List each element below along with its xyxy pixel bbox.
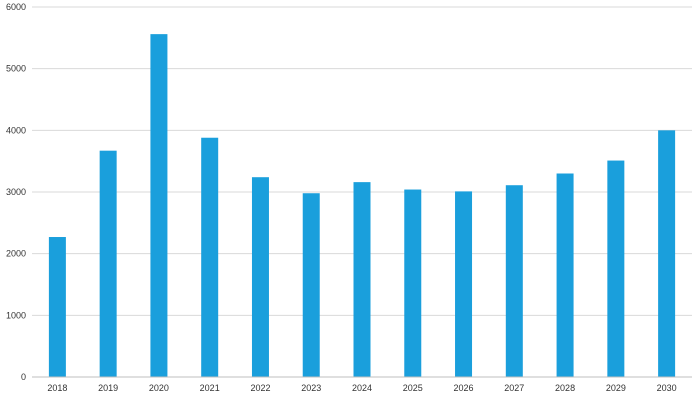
x-tick-label: 2018	[47, 383, 67, 393]
y-tick-label: 0	[21, 372, 26, 382]
y-tick-label: 6000	[6, 2, 26, 12]
bar-2028	[556, 173, 574, 377]
x-tick-label: 2022	[250, 383, 270, 393]
x-tick-label: 2026	[454, 383, 474, 393]
bar-2023	[302, 193, 320, 377]
y-axis-tick-labels: 0 1000 2000 3000 4000 5000 6000	[6, 2, 26, 382]
x-tick-label: 2019	[98, 383, 118, 393]
bar-2022	[251, 177, 269, 377]
x-tick-label: 2030	[657, 383, 677, 393]
x-tick-label: 2024	[352, 383, 372, 393]
y-tick-label: 1000	[6, 310, 26, 320]
bar-2020	[150, 34, 168, 378]
bar-2030	[658, 130, 676, 377]
x-tick-label: 2029	[606, 383, 626, 393]
bar-2026	[455, 191, 473, 377]
x-tick-label: 2028	[555, 383, 575, 393]
bar-2025	[404, 189, 422, 377]
bars	[48, 34, 676, 378]
y-tick-label: 2000	[6, 249, 26, 259]
x-tick-label: 2023	[301, 383, 321, 393]
x-tick-label: 2025	[403, 383, 423, 393]
bar-2024	[353, 182, 371, 377]
x-tick-label: 2021	[200, 383, 220, 393]
y-tick-label: 5000	[6, 64, 26, 74]
x-tick-label: 2027	[504, 383, 524, 393]
bar-2019	[99, 150, 117, 377]
x-axis-tick-labels: 2018 2019 2020 2021 2022 2023 2024 2025 2026 2027…	[47, 383, 676, 393]
bar-2029	[607, 160, 625, 377]
y-tick-label: 4000	[6, 125, 26, 135]
bar-2027	[505, 185, 523, 377]
bar-2021	[201, 137, 219, 377]
x-tick-label: 2020	[149, 383, 169, 393]
bar-2018	[48, 237, 66, 377]
y-tick-label: 3000	[6, 187, 26, 197]
